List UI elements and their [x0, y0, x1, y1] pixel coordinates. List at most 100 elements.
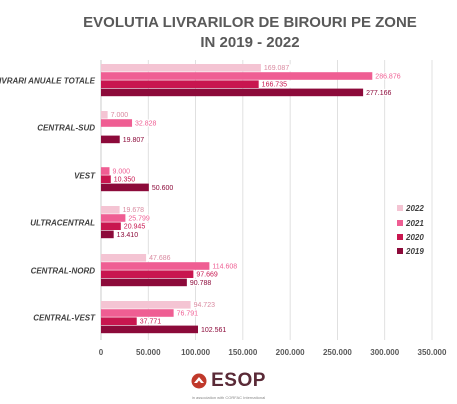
- category-label: LIVRARI ANUALE TOTALE: [0, 76, 96, 85]
- esop-logo-icon: [191, 373, 207, 389]
- data-label: 47.686: [149, 255, 171, 262]
- legend-item-2020: 2020: [397, 233, 424, 242]
- data-label: 9.000: [113, 168, 131, 175]
- data-label-bg: [191, 301, 219, 309]
- bar-2022: [101, 64, 261, 72]
- legend-label: 2019: [405, 247, 424, 256]
- data-label: 7.000: [111, 112, 129, 119]
- category-labels: LIVRARI ANUALE TOTALE CENTRAL-SUD VEST ULTR…: [0, 76, 96, 322]
- data-label-bg: [137, 317, 166, 325]
- x-tick-label: 200.000: [276, 348, 305, 357]
- data-label-bg: [174, 309, 203, 317]
- bar-2019: [101, 183, 149, 192]
- bar-2020: [101, 175, 111, 183]
- data-label: 94.723: [194, 302, 216, 309]
- legend-label: 2021: [405, 219, 424, 228]
- gridlines: [100, 60, 433, 340]
- data-label: 20.945: [124, 224, 146, 231]
- data-label-bg: [149, 183, 178, 191]
- bar-2020: [101, 317, 137, 325]
- bar-2020: [101, 270, 194, 278]
- bar-2021: [101, 167, 110, 175]
- data-label-bg: [261, 64, 294, 72]
- x-tick-label: 0: [99, 348, 104, 357]
- bar-2019: [101, 230, 114, 239]
- bar-2019: [101, 135, 120, 144]
- esop-logo-text: ESOP: [211, 370, 266, 391]
- data-label-bg: [210, 262, 242, 270]
- x-tick-label: 150.000: [228, 348, 257, 357]
- data-label-bg: [133, 119, 161, 127]
- data-label-bg: [121, 222, 150, 230]
- legend-swatch: [397, 234, 403, 240]
- bar-2019: [101, 278, 187, 287]
- bar-2020: [101, 80, 259, 88]
- data-label-bg: [108, 111, 133, 119]
- bar-2022: [101, 301, 191, 309]
- data-label-bg: [120, 206, 149, 214]
- x-tick-label: 250.000: [323, 348, 352, 357]
- data-label-bg: [194, 270, 222, 278]
- data-label: 25.799: [128, 215, 150, 222]
- bar-2019: [101, 325, 198, 334]
- data-label: 19.678: [123, 207, 145, 214]
- category-label: VEST: [74, 171, 96, 180]
- chart-title-line-2: IN 2019 - 2022: [200, 34, 299, 51]
- legend-swatch: [397, 220, 403, 226]
- bar-2021: [101, 119, 133, 127]
- x-tick-label: 50.000: [136, 348, 161, 357]
- x-tick-labels: 0 50.000 100.000 150.000 200.000 250.000 300.0…: [99, 348, 447, 357]
- x-tick-label: 300.000: [370, 348, 399, 357]
- data-label: 277.166: [366, 90, 391, 97]
- esop-tagline: in association with CORFAC International: [191, 395, 266, 400]
- data-label-bg: [259, 80, 291, 88]
- bar-2021: [101, 214, 126, 222]
- bars: 169.087 286.876 166.735 277.166 7.000 32.828 1…: [101, 64, 405, 334]
- data-label-bg: [114, 230, 143, 238]
- data-label-bg: [373, 72, 405, 80]
- category-label: CENTRAL-NORD: [31, 266, 96, 275]
- bar-2019: [101, 88, 364, 97]
- bar-2021: [101, 262, 210, 270]
- legend-item-2021: 2021: [397, 219, 424, 228]
- data-label-bg: [126, 214, 154, 222]
- data-label: 37.771: [140, 319, 162, 326]
- bar-2020: [101, 222, 121, 230]
- legend-swatch: [397, 248, 403, 254]
- legend-item-2019: 2019: [397, 247, 424, 256]
- legend-swatch: [397, 205, 403, 211]
- data-label: 19.807: [123, 137, 145, 144]
- category-label: ULTRACENTRAL: [30, 218, 95, 227]
- data-label: 10.350: [114, 177, 136, 184]
- data-label: 102.561: [201, 327, 226, 334]
- data-label: 50.600: [152, 185, 174, 192]
- data-label-bg: [364, 88, 396, 96]
- category-label: CENTRAL-VEST: [33, 313, 96, 322]
- data-label: 169.087: [264, 65, 289, 72]
- chart-title-line-1: EVOLUTIA LIVRARILOR DE BIROURI PE ZONE: [83, 14, 417, 31]
- data-label-bg: [198, 325, 231, 333]
- bar-2021: [101, 309, 174, 317]
- data-label: 32.828: [135, 120, 157, 127]
- legend-item-2022: 2022: [397, 204, 424, 213]
- data-label: 97.669: [196, 272, 218, 279]
- bar-2022: [101, 254, 147, 262]
- data-label: 166.735: [262, 82, 287, 89]
- data-label-bg: [120, 135, 149, 143]
- data-label-bg: [111, 175, 140, 183]
- esop-branding: ESOP in association with CORFAC Internat…: [0, 370, 457, 400]
- bar-2021: [101, 72, 373, 80]
- bar-2022: [101, 206, 120, 214]
- data-label: 286.876: [375, 73, 400, 80]
- legend-label: 2020: [405, 233, 424, 242]
- data-label-bg: [147, 254, 175, 262]
- data-label-bg: [110, 167, 135, 175]
- legend: 2022 2021 2020 2019: [397, 204, 424, 256]
- data-label-bg: [187, 278, 216, 286]
- category-label: CENTRAL-SUD: [37, 123, 95, 132]
- data-label: 76.791: [177, 310, 199, 317]
- x-tick-label: 100.000: [181, 348, 210, 357]
- legend-label: 2022: [405, 204, 424, 213]
- x-tick-label: 350.000: [418, 348, 447, 357]
